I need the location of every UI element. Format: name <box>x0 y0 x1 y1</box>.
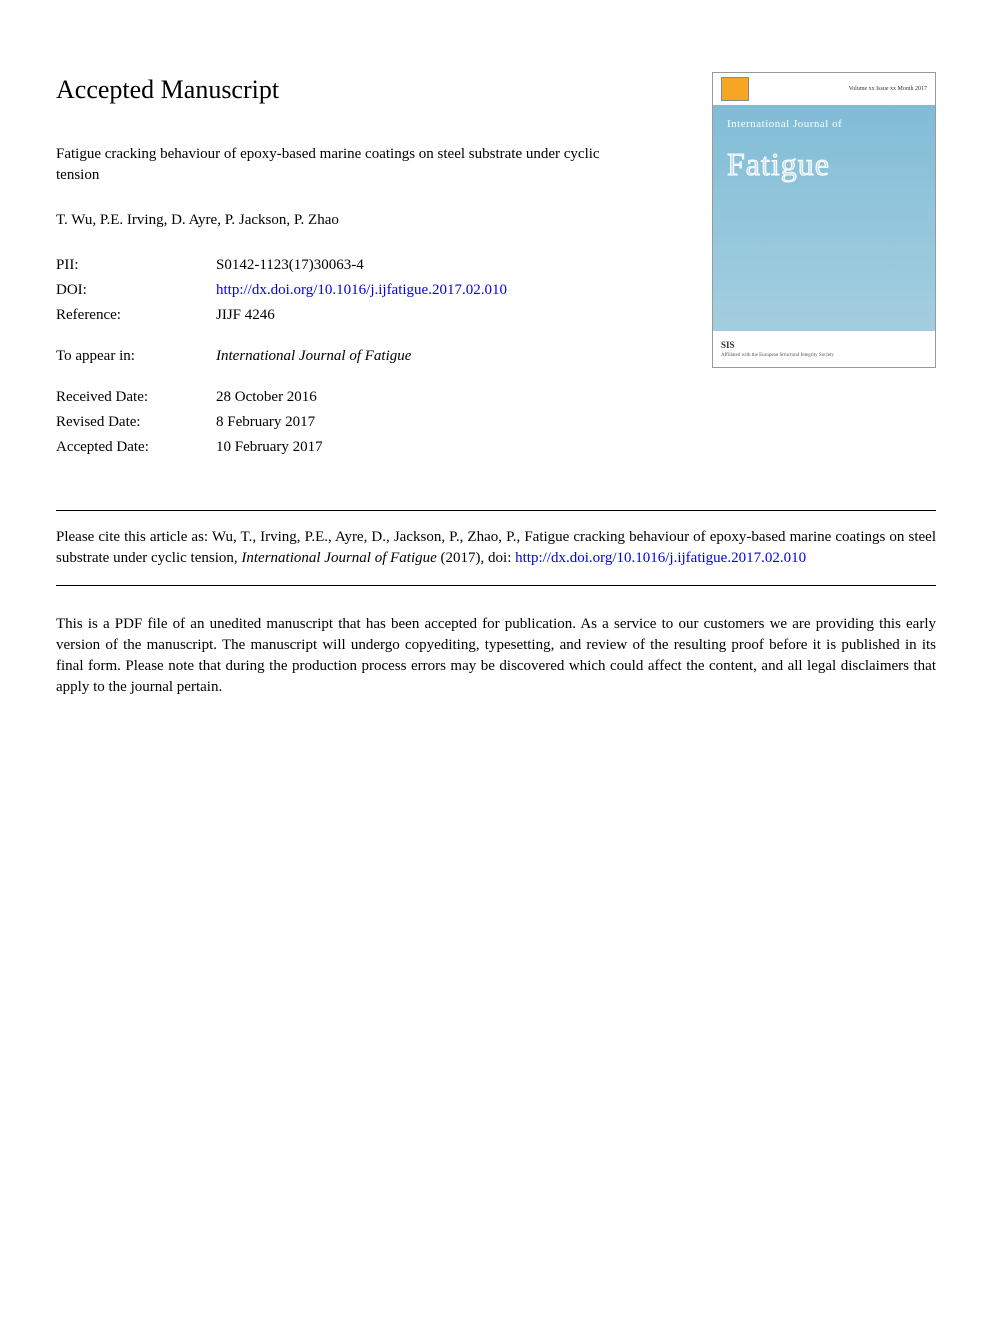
elsevier-logo-icon <box>721 77 749 101</box>
received-value: 28 October 2016 <box>216 387 317 408</box>
citation-text: Please cite this article as: Wu, T., Irv… <box>56 527 936 569</box>
citation-year: (2017), doi: <box>437 550 515 566</box>
accepted-label: Accepted Date: <box>56 437 216 458</box>
cover-volume-text: Volume xx Issue xx Month 2017 <box>849 85 927 93</box>
appear-label: To appear in: <box>56 346 216 367</box>
page-title: Accepted Manuscript <box>56 72 688 108</box>
citation-doi-link[interactable]: http://dx.doi.org/10.1016/j.ijfatigue.20… <box>515 550 806 566</box>
disclaimer-text: This is a PDF file of an unedited manusc… <box>56 614 936 698</box>
pii-value: S0142-1123(17)30063-4 <box>216 255 364 276</box>
meta-row-reference: Reference: JIJF 4246 <box>56 305 688 326</box>
meta-row-accepted: Accepted Date: 10 February 2017 <box>56 437 688 458</box>
reference-label: Reference: <box>56 305 216 326</box>
article-title: Fatigue cracking behaviour of epoxy-base… <box>56 144 616 186</box>
header-section: Accepted Manuscript Fatigue cracking beh… <box>56 72 936 478</box>
meta-row-appear: To appear in: International Journal of F… <box>56 346 688 367</box>
meta-row-revised: Revised Date: 8 February 2017 <box>56 412 688 433</box>
revised-value: 8 February 2017 <box>216 412 315 433</box>
meta-row-pii: PII: S0142-1123(17)30063-4 <box>56 255 688 276</box>
appear-value: International Journal of Fatigue <box>216 346 411 367</box>
accepted-value: 10 February 2017 <box>216 437 323 458</box>
cover-tagline: Affiliated with the European Structural … <box>721 352 927 359</box>
cover-sis-text: SIS <box>721 339 927 352</box>
revised-label: Revised Date: <box>56 412 216 433</box>
citation-journal: International Journal of Fatigue <box>241 550 436 566</box>
disclaimer-section: This is a PDF file of an unedited manusc… <box>56 614 936 698</box>
cover-middle: International Journal of Fatigue <box>713 105 935 331</box>
received-label: Received Date: <box>56 387 216 408</box>
doi-link[interactable]: http://dx.doi.org/10.1016/j.ijfatigue.20… <box>216 280 507 301</box>
citation-section: Please cite this article as: Wu, T., Irv… <box>56 510 936 586</box>
doi-label: DOI: <box>56 280 216 301</box>
cover-journal-label: International Journal of <box>727 117 921 132</box>
meta-row-doi: DOI: http://dx.doi.org/10.1016/j.ijfatig… <box>56 280 688 301</box>
cover-bottom-bar: SIS Affiliated with the European Structu… <box>713 331 935 367</box>
metadata-table: PII: S0142-1123(17)30063-4 DOI: http://d… <box>56 255 688 458</box>
reference-value: JIJF 4246 <box>216 305 275 326</box>
left-content: Accepted Manuscript Fatigue cracking beh… <box>56 72 712 478</box>
cover-top-bar: Volume xx Issue xx Month 2017 <box>713 73 935 105</box>
pii-label: PII: <box>56 255 216 276</box>
cover-journal-name: Fatigue <box>727 142 921 187</box>
authors: T. Wu, P.E. Irving, D. Ayre, P. Jackson,… <box>56 210 688 231</box>
meta-row-received: Received Date: 28 October 2016 <box>56 387 688 408</box>
journal-cover: Volume xx Issue xx Month 2017 Internatio… <box>712 72 936 368</box>
